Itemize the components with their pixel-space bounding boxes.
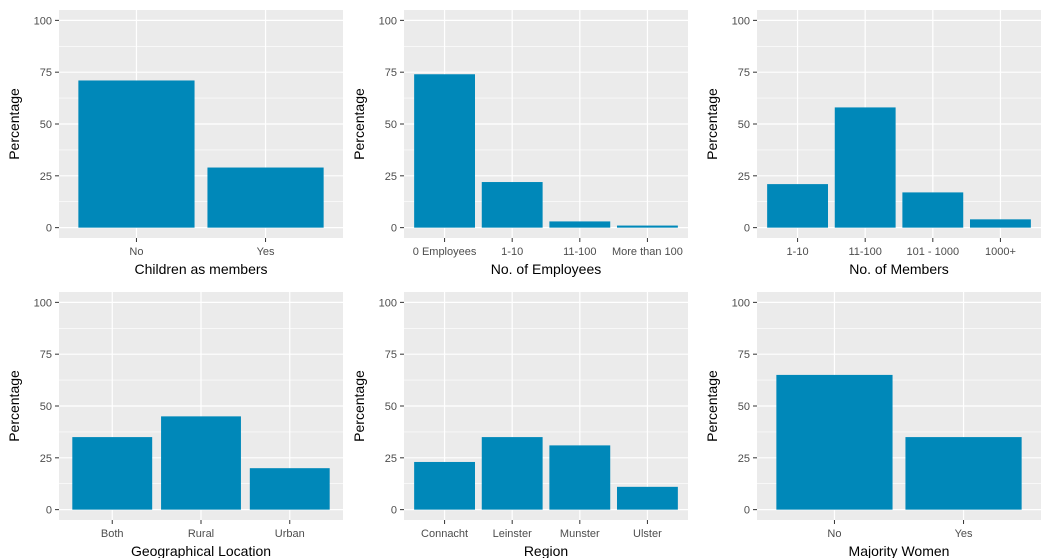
y-tick-label: 100: [34, 297, 52, 309]
y-tick-label: 25: [385, 171, 397, 183]
x-tick-label: Ulster: [633, 528, 662, 540]
x-axis-title: No. of Members: [849, 261, 949, 277]
x-tick-label: 11-100: [563, 246, 596, 258]
y-tick-label: 25: [738, 453, 750, 465]
bar-0-employees: [414, 74, 475, 228]
y-tick-label: 100: [732, 15, 750, 27]
bar-yes: [905, 437, 1022, 510]
x-tick-label: 1000+: [985, 246, 1016, 258]
x-axis-title: Geographical Location: [131, 543, 271, 558]
y-tick-label: 25: [40, 453, 52, 465]
y-tick-label: 25: [385, 453, 397, 465]
bar-yes: [207, 167, 324, 228]
y-tick-label: 75: [40, 67, 52, 79]
chart-panel-1: 0 25 50 75 100 No Yes Children as members Percen…: [6, 10, 343, 277]
x-tick-label: 0 Employees: [413, 246, 477, 258]
y-tick-label: 0: [391, 223, 397, 235]
y-tick-label: 100: [34, 15, 52, 27]
x-tick-label: Yes: [955, 528, 973, 540]
y-tick-label: 0: [744, 505, 750, 517]
y-tick-label: 0: [744, 223, 750, 235]
x-tick-label: 101 - 1000: [907, 246, 960, 258]
chart-panel-5: 0 25 50 75 100 Connacht Leinster Munster Ulster R…: [351, 292, 688, 558]
bar-connacht: [414, 461, 475, 510]
x-axis-title: No. of Employees: [491, 261, 602, 277]
y-tick-label: 100: [379, 297, 397, 309]
y-tick-label: 0: [46, 505, 52, 517]
x-tick-label: Rural: [188, 528, 214, 540]
bar-more-than-100: [617, 225, 678, 228]
y-axis-title: Percentage: [351, 370, 367, 442]
bar-munster: [549, 445, 611, 510]
y-axis-title: Percentage: [704, 88, 720, 160]
y-axis-title: Percentage: [6, 88, 22, 160]
y-tick-label: 50: [738, 401, 750, 413]
x-tick-label: 1-10: [501, 246, 523, 258]
x-tick-label: Urban: [275, 528, 305, 540]
bar-11-100: [549, 221, 611, 228]
x-axis-title: Children as members: [134, 261, 267, 277]
chart-panel-3: 0 25 50 75 100 1-10 11-100 101 - 1000 1000+ No. o…: [704, 10, 1041, 277]
bar-rural: [161, 416, 241, 510]
bar-no: [776, 374, 893, 510]
bar-no: [78, 80, 195, 228]
bar-urban: [249, 468, 330, 510]
y-tick-label: 50: [738, 119, 750, 131]
y-tick-label: 0: [46, 223, 52, 235]
y-tick-label: 75: [40, 349, 52, 361]
bar-both: [72, 437, 153, 510]
x-tick-label: Munster: [560, 528, 600, 540]
x-tick-label: Both: [101, 528, 124, 540]
y-tick-label: 25: [738, 171, 750, 183]
x-tick-label: 1-10: [787, 246, 809, 258]
bar-leinster: [481, 437, 543, 510]
bar-101-1000: [902, 192, 964, 228]
y-tick-label: 50: [385, 119, 397, 131]
y-tick-label: 75: [385, 349, 397, 361]
x-axis-title: Majority Women: [849, 543, 950, 558]
x-tick-label: Connacht: [421, 528, 468, 540]
chart-panel-2: 0 25 50 75 100 0 Employees 1-10 11-100 More than…: [351, 10, 688, 277]
x-tick-label: Yes: [257, 246, 275, 258]
y-tick-label: 25: [40, 171, 52, 183]
chart-panel-4: 0 25 50 75 100 Both Rural Urban Geographical Loc…: [6, 292, 343, 558]
y-tick-label: 50: [385, 401, 397, 413]
x-axis-title: Region: [524, 543, 568, 558]
x-tick-label: More than 100: [612, 246, 683, 258]
bar-1000-: [970, 219, 1031, 228]
y-axis-title: Percentage: [6, 370, 22, 442]
bar-ulster: [617, 486, 678, 510]
y-tick-label: 75: [738, 67, 750, 79]
chart-panel-6: 0 25 50 75 100 No Yes Majority Women Percentage: [704, 292, 1041, 558]
y-tick-label: 0: [391, 505, 397, 517]
y-axis-title: Percentage: [704, 370, 720, 442]
bar-1-10: [767, 184, 828, 228]
y-tick-label: 50: [40, 401, 52, 413]
x-tick-label: No: [129, 246, 143, 258]
x-tick-label: No: [827, 528, 841, 540]
y-tick-label: 100: [732, 297, 750, 309]
bar-11-100: [834, 107, 896, 228]
x-tick-label: 11-100: [848, 246, 881, 258]
bar-1-10: [481, 182, 543, 228]
y-tick-label: 75: [738, 349, 750, 361]
y-tick-label: 50: [40, 119, 52, 131]
y-tick-label: 100: [379, 15, 397, 27]
y-axis-title: Percentage: [351, 88, 367, 160]
y-tick-label: 75: [385, 67, 397, 79]
x-tick-label: Leinster: [493, 528, 532, 540]
